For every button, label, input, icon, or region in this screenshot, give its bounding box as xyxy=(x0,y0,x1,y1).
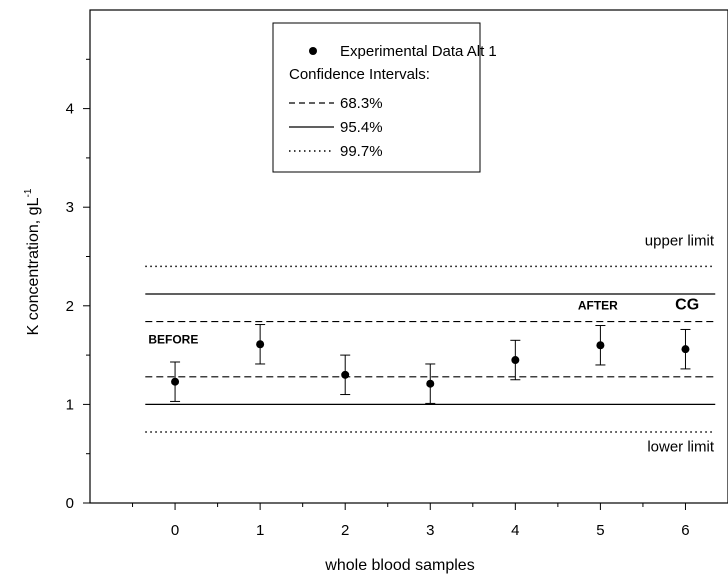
data-point-3 xyxy=(426,379,435,388)
legend-label-95: 95.4% xyxy=(340,119,383,136)
y-tick-label-0: 0 xyxy=(66,495,74,512)
data-point-2 xyxy=(341,370,350,379)
annotation-after: AFTER xyxy=(578,299,618,313)
data-point-5 xyxy=(596,341,605,350)
y-axis-label-superscript: -1 xyxy=(23,188,34,197)
y-tick-label-4: 4 xyxy=(66,101,74,118)
legend-data-label: Experimental Data Alt 1 xyxy=(340,43,497,60)
annotations: upper limit lower limit BEFORE AFTER CG xyxy=(148,233,714,456)
legend-label-99: 99.7% xyxy=(340,143,383,160)
x-tick-label-3: 3 xyxy=(426,522,434,539)
x-tick-label-5: 5 xyxy=(596,522,604,539)
x-tick-label-6: 6 xyxy=(681,522,689,539)
data-point-1 xyxy=(256,340,265,349)
data-point-4 xyxy=(511,356,520,365)
x-tick-label-1: 1 xyxy=(256,522,264,539)
annotation-lower-limit: lower limit xyxy=(647,439,715,456)
legend: Experimental Data Alt 1 Confidence Inter… xyxy=(272,22,497,173)
data-point-0 xyxy=(171,377,180,386)
x-tick-label-0: 0 xyxy=(171,522,179,539)
axes: 0 1 2 3 4 5 6 0 1 2 3 4 xyxy=(66,58,690,539)
y-tick-label-2: 2 xyxy=(66,298,74,315)
y-tick-label-3: 3 xyxy=(66,199,74,216)
y-axis-label: K concentration, gL-1 xyxy=(23,188,42,335)
annotation-cg: CG xyxy=(675,297,699,314)
x-tick-label-2: 2 xyxy=(341,522,349,539)
legend-ci-heading: Confidence Intervals: xyxy=(289,66,430,83)
annotation-upper-limit: upper limit xyxy=(645,233,715,250)
data-point-6 xyxy=(681,345,690,354)
y-tick-label-1: 1 xyxy=(66,396,74,413)
confidence-interval-lines xyxy=(145,265,716,433)
legend-marker xyxy=(309,47,317,55)
legend-box xyxy=(272,22,481,173)
x-tick-label-4: 4 xyxy=(511,522,519,539)
x-axis-label: whole blood samples xyxy=(324,557,474,574)
y-axis-label-main: K concentration, gL xyxy=(25,197,42,335)
data-points xyxy=(171,340,690,388)
error-bars xyxy=(170,324,691,404)
legend-label-68: 68.3% xyxy=(340,95,383,112)
annotation-before: BEFORE xyxy=(148,332,198,346)
